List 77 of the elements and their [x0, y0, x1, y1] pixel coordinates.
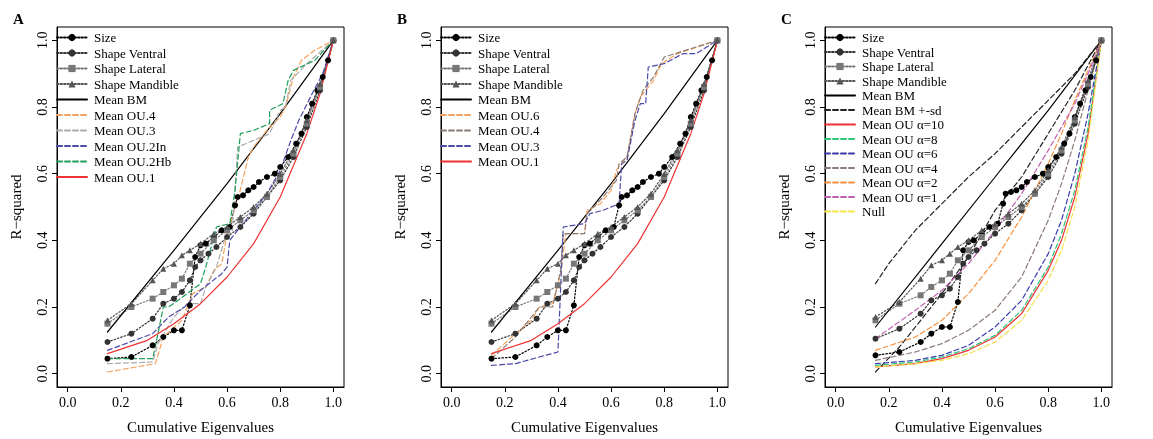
x-axis-title: Cumulative Eigenvalues — [510, 418, 659, 435]
y-tick-label: 1.0 — [802, 31, 818, 50]
legend-label: Shape Lateral — [478, 61, 551, 76]
chart-title: C — [781, 10, 792, 27]
x-tick-label: 0.8 — [1039, 394, 1057, 410]
y-tick-label: 0.4 — [34, 231, 50, 250]
x-tick-label: 0.6 — [602, 394, 620, 410]
legend-label: Mean OU α=4 — [862, 160, 939, 176]
y-tick-label: 1.0 — [34, 31, 50, 50]
x-tick-label: 0.2 — [112, 394, 130, 410]
x-tick-label: 0.0 — [442, 394, 461, 410]
y-tick-label: 0.6 — [34, 164, 50, 183]
legend-label: Mean OU α=1 — [862, 189, 938, 205]
x-tick-label: 0.8 — [655, 394, 673, 410]
legend-label: Mean OU α=2 — [862, 175, 938, 190]
y-tick-label: 0.2 — [418, 298, 434, 316]
x-tick-label: 0.0 — [826, 394, 845, 410]
legend-label: Null — [862, 204, 886, 219]
x-tick-label: 0.8 — [271, 394, 289, 410]
legend-label: Mean BM +-sd — [862, 102, 943, 118]
y-axis-title: R−squared — [391, 173, 408, 240]
legend-label: Mean BM — [478, 92, 532, 107]
x-tick-label: 0.6 — [986, 394, 1004, 410]
legend-label: Mean OU.6 — [478, 107, 540, 123]
legend-label: Shape Mandible — [94, 76, 180, 92]
legend-label: Mean OU.4 — [478, 123, 540, 138]
x-tick-label: 0.4 — [933, 394, 951, 410]
legend-label: Mean BM — [94, 92, 148, 107]
legend-label: Mean OU α=8 — [862, 131, 938, 147]
x-axis-title: Cumulative Eigenvalues — [126, 418, 275, 435]
y-tick-label: 0.8 — [34, 98, 50, 116]
x-tick-label: 0.4 — [165, 394, 183, 410]
legend-label: Shape Mandible — [478, 76, 564, 92]
y-tick-label: 0.0 — [34, 364, 50, 383]
y-tick-label: 1.0 — [418, 31, 434, 50]
y-tick-label: 0.0 — [802, 364, 818, 383]
legend-label: Mean OU.1 — [94, 169, 156, 185]
x-tick-label: 1.0 — [1092, 394, 1111, 410]
legend-label: Shape Ventral — [94, 45, 167, 61]
legend-label: Mean OU α=10 — [862, 117, 945, 132]
y-tick-label: 0.8 — [802, 98, 818, 116]
y-tick-label: 0.6 — [418, 164, 434, 183]
chart-title: A — [13, 10, 24, 27]
y-tick-label: 0.4 — [418, 231, 434, 250]
legend-label: Shape Ventral — [862, 44, 935, 60]
legend-label: Mean OU.2In — [94, 138, 167, 154]
legend-label: Shape Lateral — [862, 59, 935, 74]
legend-label: Mean OU.2Hb — [94, 154, 172, 169]
y-axis-title: R−squared — [7, 173, 24, 240]
x-tick-label: 0.2 — [496, 394, 514, 410]
chart-title: B — [397, 10, 408, 27]
x-tick-label: 0.4 — [549, 394, 567, 410]
legend-label: Mean OU.3 — [478, 138, 540, 154]
legend-label: Shape Mandible — [862, 73, 948, 89]
legend-label: Mean BM — [862, 88, 916, 103]
x-tick-label: 0.0 — [58, 394, 77, 410]
y-tick-label: 0.8 — [418, 98, 434, 116]
y-tick-label: 0.2 — [802, 298, 818, 316]
x-tick-label: 1.0 — [708, 394, 727, 410]
x-tick-label: 1.0 — [324, 394, 343, 410]
legend-label: Size — [478, 30, 501, 45]
legend-label: Mean OU α=6 — [862, 146, 939, 161]
y-tick-label: 0.4 — [802, 231, 818, 250]
x-tick-label: 0.6 — [218, 394, 236, 410]
legend-label: Mean OU.4 — [94, 107, 156, 123]
x-axis-title: Cumulative Eigenvalues — [894, 418, 1043, 435]
y-tick-label: 0.0 — [418, 364, 434, 383]
x-tick-label: 0.2 — [880, 394, 898, 410]
legend-label: Size — [862, 30, 885, 45]
legend-label: Shape Lateral — [94, 61, 167, 76]
legend-label: Size — [94, 30, 117, 45]
y-tick-label: 0.2 — [34, 298, 50, 316]
legend-label: Mean OU.3 — [94, 123, 156, 138]
y-tick-label: 0.6 — [802, 164, 818, 183]
legend-label: Mean OU.1 — [478, 154, 540, 169]
legend-label: Shape Ventral — [478, 45, 551, 61]
y-axis-title: R−squared — [775, 173, 792, 240]
